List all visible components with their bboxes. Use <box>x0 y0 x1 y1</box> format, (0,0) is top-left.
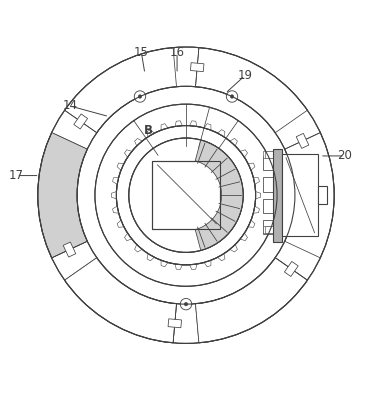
Polygon shape <box>175 121 182 126</box>
Polygon shape <box>230 244 237 252</box>
Polygon shape <box>204 124 211 130</box>
Polygon shape <box>135 138 142 146</box>
Polygon shape <box>65 258 176 343</box>
Polygon shape <box>248 163 255 170</box>
Bar <box>263 177 273 191</box>
Polygon shape <box>253 177 259 184</box>
Bar <box>264 226 273 233</box>
Circle shape <box>77 86 295 304</box>
Polygon shape <box>125 233 132 241</box>
Circle shape <box>116 126 256 265</box>
Polygon shape <box>285 132 334 258</box>
Polygon shape <box>168 319 182 328</box>
Polygon shape <box>147 130 154 137</box>
Polygon shape <box>196 48 307 133</box>
Circle shape <box>95 104 277 286</box>
Bar <box>273 149 282 242</box>
Polygon shape <box>196 258 307 343</box>
Text: 19: 19 <box>237 69 253 82</box>
Polygon shape <box>113 177 119 184</box>
Text: 17: 17 <box>9 169 24 182</box>
Text: 14: 14 <box>62 99 77 112</box>
Circle shape <box>38 47 334 344</box>
Polygon shape <box>204 260 211 267</box>
Polygon shape <box>65 48 176 133</box>
Polygon shape <box>240 233 247 241</box>
Circle shape <box>230 95 234 98</box>
Polygon shape <box>285 262 298 277</box>
Bar <box>152 161 220 229</box>
Bar <box>263 199 273 213</box>
Bar <box>263 226 272 233</box>
Bar <box>263 156 273 170</box>
Polygon shape <box>218 130 225 137</box>
Text: 15: 15 <box>134 46 149 59</box>
Polygon shape <box>175 264 182 269</box>
Polygon shape <box>38 132 87 258</box>
Polygon shape <box>256 191 261 199</box>
Circle shape <box>134 91 146 102</box>
Polygon shape <box>111 191 116 199</box>
Circle shape <box>138 95 142 98</box>
Polygon shape <box>74 114 87 129</box>
Circle shape <box>184 302 188 306</box>
Polygon shape <box>161 260 168 267</box>
Polygon shape <box>190 63 204 72</box>
Circle shape <box>95 104 277 286</box>
Polygon shape <box>195 140 243 251</box>
Polygon shape <box>190 121 197 126</box>
Bar <box>282 154 318 236</box>
Bar <box>152 161 220 229</box>
Polygon shape <box>248 220 255 227</box>
Polygon shape <box>63 242 76 257</box>
Polygon shape <box>253 206 259 213</box>
Polygon shape <box>218 254 225 261</box>
Polygon shape <box>196 258 307 343</box>
Polygon shape <box>296 134 309 149</box>
Polygon shape <box>135 244 142 252</box>
Polygon shape <box>161 124 168 130</box>
Bar <box>318 186 327 204</box>
Polygon shape <box>117 220 124 227</box>
Polygon shape <box>38 132 87 258</box>
Circle shape <box>129 138 243 252</box>
Text: 16: 16 <box>170 46 185 59</box>
Polygon shape <box>113 206 119 213</box>
Polygon shape <box>125 150 132 157</box>
Text: B: B <box>144 125 153 138</box>
Polygon shape <box>117 163 124 170</box>
Circle shape <box>226 91 238 102</box>
Bar <box>263 220 273 234</box>
Polygon shape <box>65 258 176 343</box>
Polygon shape <box>190 264 197 269</box>
Polygon shape <box>240 150 247 157</box>
Circle shape <box>180 298 192 310</box>
Text: 20: 20 <box>337 149 352 162</box>
Bar <box>264 151 273 158</box>
Polygon shape <box>147 254 154 261</box>
Bar <box>263 151 272 158</box>
Polygon shape <box>230 138 237 146</box>
